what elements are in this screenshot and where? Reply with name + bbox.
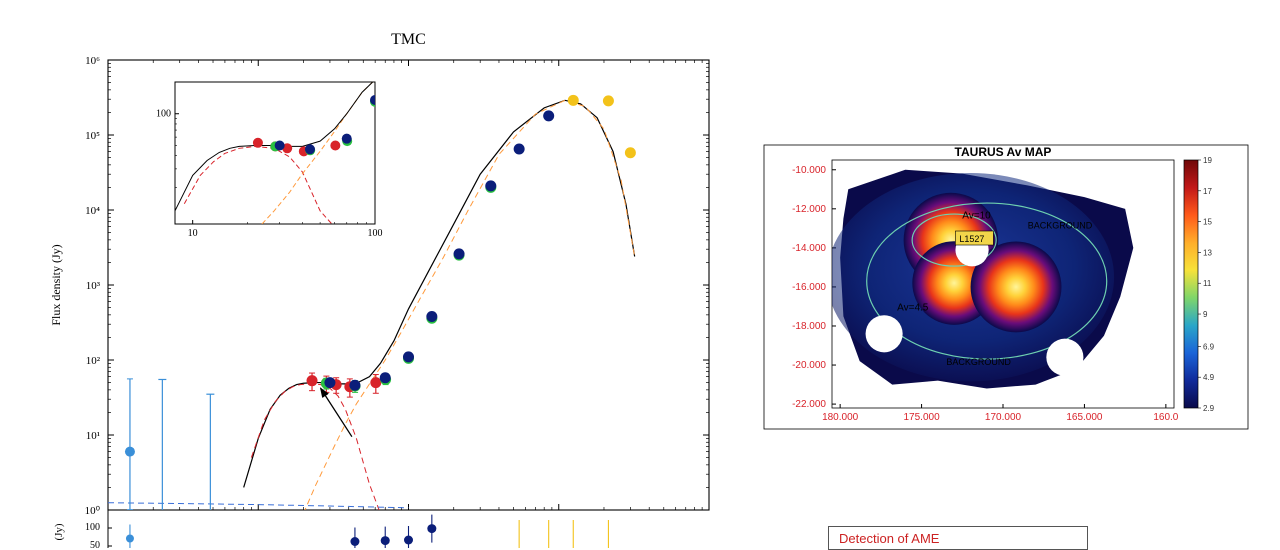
point-planck_navy xyxy=(454,248,465,259)
ytick-label: 10⁵ xyxy=(85,130,100,142)
map-ytick: -16.000 xyxy=(792,282,826,293)
resid-ylabel: (Jy) xyxy=(53,523,65,540)
map-ytick: -18.000 xyxy=(792,321,826,332)
inset-axes xyxy=(175,82,375,224)
point-low_blue xyxy=(125,447,135,457)
map-annotation: L1527 xyxy=(959,234,984,244)
colorbar-tick: 4.9 xyxy=(1203,373,1215,382)
contour-label: Av=10 xyxy=(962,211,991,222)
figure-canvas: TMC 10⁰ 10¹ 10² 10³ 10⁴ 10⁵ 10⁶ Flux density (Jy… xyxy=(0,0,1280,548)
ytick-label: 10⁶ xyxy=(85,55,100,67)
map-ytick: -20.000 xyxy=(792,360,826,371)
map-ytick: -14.000 xyxy=(792,243,826,254)
main-chart: TMC 10⁰ 10¹ 10² 10³ 10⁴ 10⁵ 10⁶ Flux density (Jy… xyxy=(46,31,709,517)
point-planck_navy xyxy=(324,377,335,388)
curve-ame_component xyxy=(251,384,380,514)
colorbar-tick: 6.9 xyxy=(1203,342,1215,351)
map-xtick: 175.000 xyxy=(903,412,940,423)
inset-ytick: 100 xyxy=(156,109,171,120)
point-planck_navy xyxy=(485,180,496,191)
map-xtick: 160.0 xyxy=(1153,412,1178,423)
main-chart-ylabel: Flux density (Jy) xyxy=(49,244,63,325)
point-planck_navy xyxy=(380,372,391,383)
colorbar-tick: 9 xyxy=(1203,310,1208,319)
map-xtick: 180.000 xyxy=(822,412,859,423)
point-wmap_red xyxy=(370,377,381,388)
map-title: TAURUS Av MAP xyxy=(955,145,1052,159)
ytick-label: 10² xyxy=(86,355,101,367)
point-wmap_red xyxy=(307,375,318,386)
map-ytick: -10.000 xyxy=(792,165,826,176)
colorbar-tick: 11 xyxy=(1203,279,1212,288)
ytick-label: 10⁰ xyxy=(85,505,101,517)
map-annotation: BACKGROUND xyxy=(1028,220,1093,230)
inset-xtick: 100 xyxy=(368,228,383,239)
point-planck_navy xyxy=(543,110,554,121)
colorbar xyxy=(1184,160,1198,408)
colorbar-tick: 13 xyxy=(1203,248,1212,257)
resid-point xyxy=(126,535,134,543)
colorbar-tick: 17 xyxy=(1203,187,1212,196)
map-field: Av=10 Av=4.5 L1527 BACKGROUND BACKGROUND xyxy=(827,170,1133,389)
point-planck_navy xyxy=(514,144,525,155)
resid-point xyxy=(381,536,390,545)
map-ytick: -22.000 xyxy=(792,399,826,410)
residual-strip: 100 50 (Jy) xyxy=(53,510,608,548)
map-mask xyxy=(1046,339,1083,376)
ytick-label: 10¹ xyxy=(86,430,100,442)
map-xtick: 170.000 xyxy=(985,412,1022,423)
point-iras_gold xyxy=(625,147,636,158)
map-ytick: -12.000 xyxy=(792,204,826,215)
ytick-label: 10³ xyxy=(86,280,101,292)
resid-ytick: 50 xyxy=(90,540,100,548)
point-iras_gold xyxy=(603,95,614,106)
point-planck_navy xyxy=(426,311,437,322)
map-xtick: 165.000 xyxy=(1066,412,1103,423)
callout-text: Detection of AME xyxy=(839,531,939,546)
callout-box: Detection of AME xyxy=(828,526,1088,550)
point-iras_gold xyxy=(568,95,579,106)
colorbar-tick: 19 xyxy=(1203,156,1212,165)
ame-arrow xyxy=(321,388,352,436)
map-annotation: BACKGROUND xyxy=(946,357,1011,367)
resid-point xyxy=(404,536,413,545)
contour-label: Av=4.5 xyxy=(897,302,929,313)
point-planck_navy xyxy=(349,380,360,391)
inset-chart: 10 100 100 xyxy=(156,80,383,239)
main-chart-title: TMC xyxy=(391,31,426,48)
inset-xtick: 10 xyxy=(188,228,198,239)
map-mask xyxy=(866,315,903,352)
colorbar-tick: 15 xyxy=(1203,218,1212,227)
taurus-map: TAURUS Av MAP -10.000 -12.000 -14.000 -16.00… xyxy=(764,145,1248,429)
resid-point xyxy=(350,537,359,546)
ytick-label: 10⁴ xyxy=(85,205,100,217)
resid-ytick: 100 xyxy=(85,522,100,533)
resid-point xyxy=(427,524,436,533)
colorbar-tick: 2.9 xyxy=(1203,404,1215,413)
point-planck_navy xyxy=(403,351,414,362)
